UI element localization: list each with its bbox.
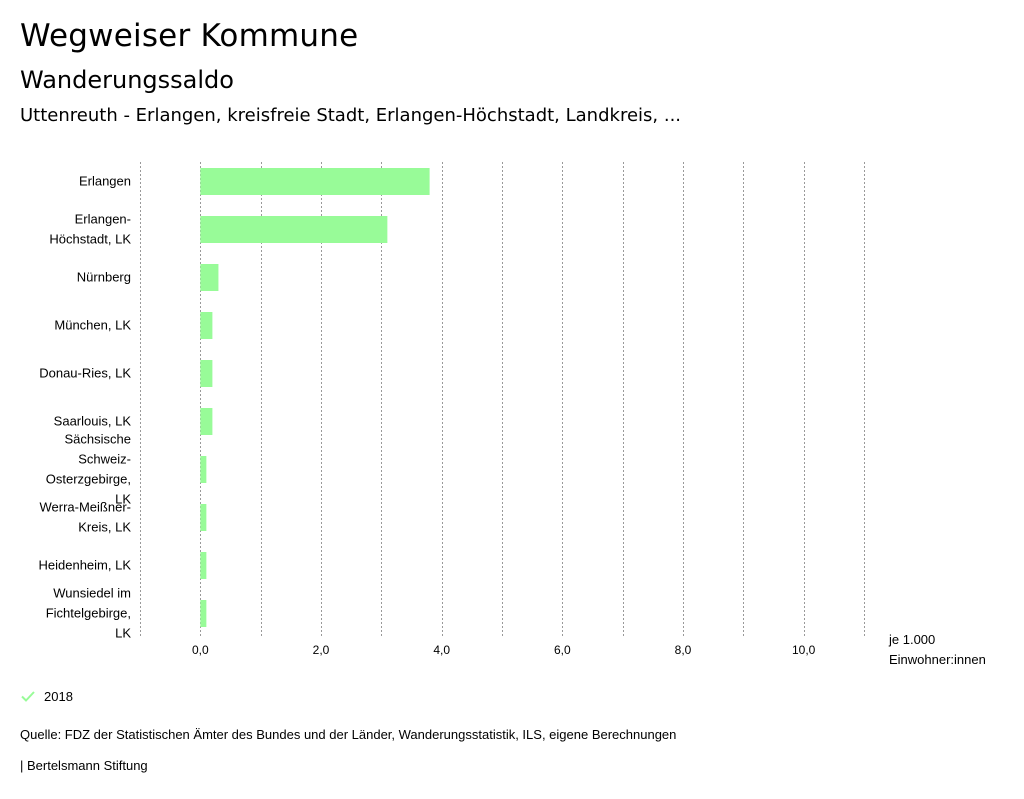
page-title: Wegweiser Kommune [20,18,359,54]
x-tick-label: 8,0 [675,643,692,657]
category-label: Sächsische Schweiz-Osterzgebirge, LK [46,432,132,507]
category-label: Wunsiedel im Fichtelgebirge, LK [46,586,132,641]
legend-item-2018[interactable]: 2018 [20,688,73,704]
bar-5[interactable] [200,360,213,387]
x-tick-label: 4,0 [433,643,450,657]
x-axis-unit-label: je 1.000 Einwohner:innen [889,630,1009,670]
bar-10[interactable] [200,600,207,627]
unit-line-2: Einwohner:innen [889,652,986,667]
bar-1[interactable] [200,168,430,195]
region-selection[interactable]: Uttenreuth - Erlangen, kreisfreie Stadt,… [20,105,682,126]
category-label: München, LK [54,318,131,333]
credit-note: | Bertelsmann Stiftung [20,758,148,773]
check-icon [21,691,35,702]
bar-4[interactable] [200,312,213,339]
bar-7[interactable] [200,456,207,483]
bar-6[interactable] [200,408,213,435]
bar-3[interactable] [200,264,219,291]
category-label: Donau-Ries, LK [39,366,131,381]
unit-line-1: je 1.000 [889,632,936,647]
category-label: Nürnberg [77,270,131,285]
bar-8[interactable] [200,504,207,531]
bar-9[interactable] [200,552,207,579]
bar-chart: Erlangen Erlangen-Höchstadt, LK Nürnberg Mü… [39,162,865,657]
x-tick-label: 2,0 [313,643,330,657]
category-label: Heidenheim, LK [39,558,132,573]
chart-subtitle: Wanderungssaldo [20,66,234,94]
source-note: Quelle: FDZ der Statistischen Ämter des … [20,727,677,742]
category-label: Erlangen-Höchstadt, LK [49,212,131,247]
category-label: Saarlouis, LK [54,414,132,429]
legend-label: 2018 [44,688,73,704]
x-tick-label: 6,0 [554,643,571,657]
category-label: Werra-Meißner-Kreis, LK [40,500,132,535]
x-tick-label: 10,0 [792,643,816,657]
category-label: Erlangen [79,174,131,189]
x-tick-label: 0,0 [192,643,209,657]
bar-2[interactable] [200,216,388,243]
